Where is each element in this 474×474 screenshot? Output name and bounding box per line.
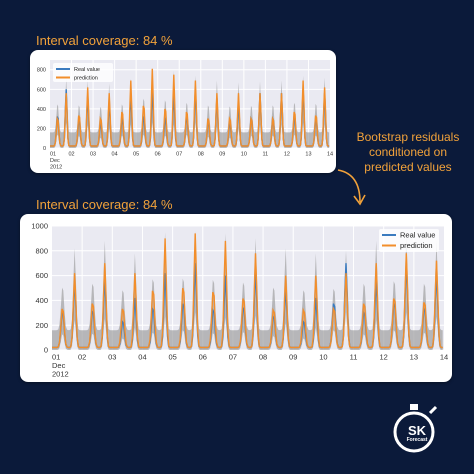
- x-tick-label: 11: [350, 353, 358, 362]
- curved-arrow-icon: [337, 169, 366, 206]
- side-note-line-1: Bootstrap residuals: [356, 130, 460, 144]
- x-tick-label: 04: [112, 152, 118, 158]
- x-tick-label: 02: [68, 152, 74, 158]
- x-tick-label: 06: [155, 152, 161, 158]
- top-chart-caption: Interval coverage: 84 %: [36, 33, 173, 48]
- legend-label: prediction: [400, 241, 433, 250]
- x-tick-label: Dec: [52, 361, 66, 370]
- x-tick-label: Dec: [50, 158, 60, 164]
- y-tick-label: 0: [43, 146, 46, 152]
- x-tick-label: 03: [90, 152, 96, 158]
- x-tick-label: 09: [289, 353, 297, 362]
- x-tick-label: 07: [229, 353, 237, 362]
- y-tick-label: 400: [37, 107, 46, 113]
- x-tick-label: 03: [108, 353, 116, 362]
- x-tick-label: 09: [219, 152, 225, 158]
- x-tick-label: 2012: [50, 165, 62, 171]
- logo-text: SK: [407, 423, 427, 438]
- y-tick-label: 600: [35, 271, 48, 280]
- x-tick-label: 14: [440, 353, 448, 362]
- y-tick-label: 400: [35, 296, 48, 305]
- stopwatch-icon: [393, 404, 438, 453]
- x-tick-label: 10: [319, 353, 327, 362]
- y-tick-label: 800: [37, 68, 46, 74]
- x-tick-label: 11: [263, 152, 269, 158]
- x-tick-label: 05: [168, 353, 176, 362]
- side-note-line-2: conditioned on: [368, 145, 448, 159]
- logo-subtext: Forecast: [406, 437, 428, 443]
- x-tick-label: 01: [52, 353, 60, 362]
- x-tick-label: 2012: [52, 370, 69, 379]
- legend-label: prediction: [74, 75, 98, 81]
- side-note-line-3: predicted values: [364, 160, 452, 174]
- x-tick-label: 10: [241, 152, 247, 158]
- x-tick-label: 12: [380, 353, 388, 362]
- x-tick-label: 14: [327, 152, 333, 158]
- y-tick-label: 600: [37, 87, 46, 93]
- y-tick-label: 0: [44, 346, 48, 355]
- x-tick-label: 13: [305, 152, 311, 158]
- interval-band: [52, 231, 443, 350]
- x-tick-label: 01: [50, 152, 56, 158]
- legend-label: Real value: [74, 67, 100, 73]
- series-line-prediction: [50, 68, 330, 147]
- x-tick-label: 05: [133, 152, 139, 158]
- x-tick-label: 12: [284, 152, 290, 158]
- legend-label: Real value: [400, 231, 435, 240]
- bottom-chart-caption: Interval coverage: 84 %: [36, 197, 173, 212]
- y-tick-label: 200: [35, 321, 48, 330]
- side-note: Bootstrap residuals conditioned on predi…: [348, 130, 468, 175]
- interval-band: [50, 67, 330, 148]
- top-chart-card: 0 200 400 600 800 01 Dec 2012 02 03 04 05 06 07 08 09 10…: [30, 50, 336, 173]
- x-tick-label: 04: [138, 353, 146, 362]
- x-tick-label: 07: [176, 152, 182, 158]
- series-line-prediction: [52, 233, 443, 349]
- y-tick-label: 1000: [31, 222, 48, 231]
- y-tick-label: 200: [37, 126, 46, 132]
- bottom-chart-card: 0 200 400 600 800 1000 01 Dec 2012 02 03 04 05 06 07 08…: [20, 214, 452, 382]
- x-tick-label: 08: [198, 152, 204, 158]
- y-tick-label: 800: [35, 246, 48, 255]
- x-tick-label: 06: [199, 353, 207, 362]
- x-tick-label: 13: [410, 353, 418, 362]
- x-tick-label: 08: [259, 353, 267, 362]
- x-tick-label: 02: [78, 353, 86, 362]
